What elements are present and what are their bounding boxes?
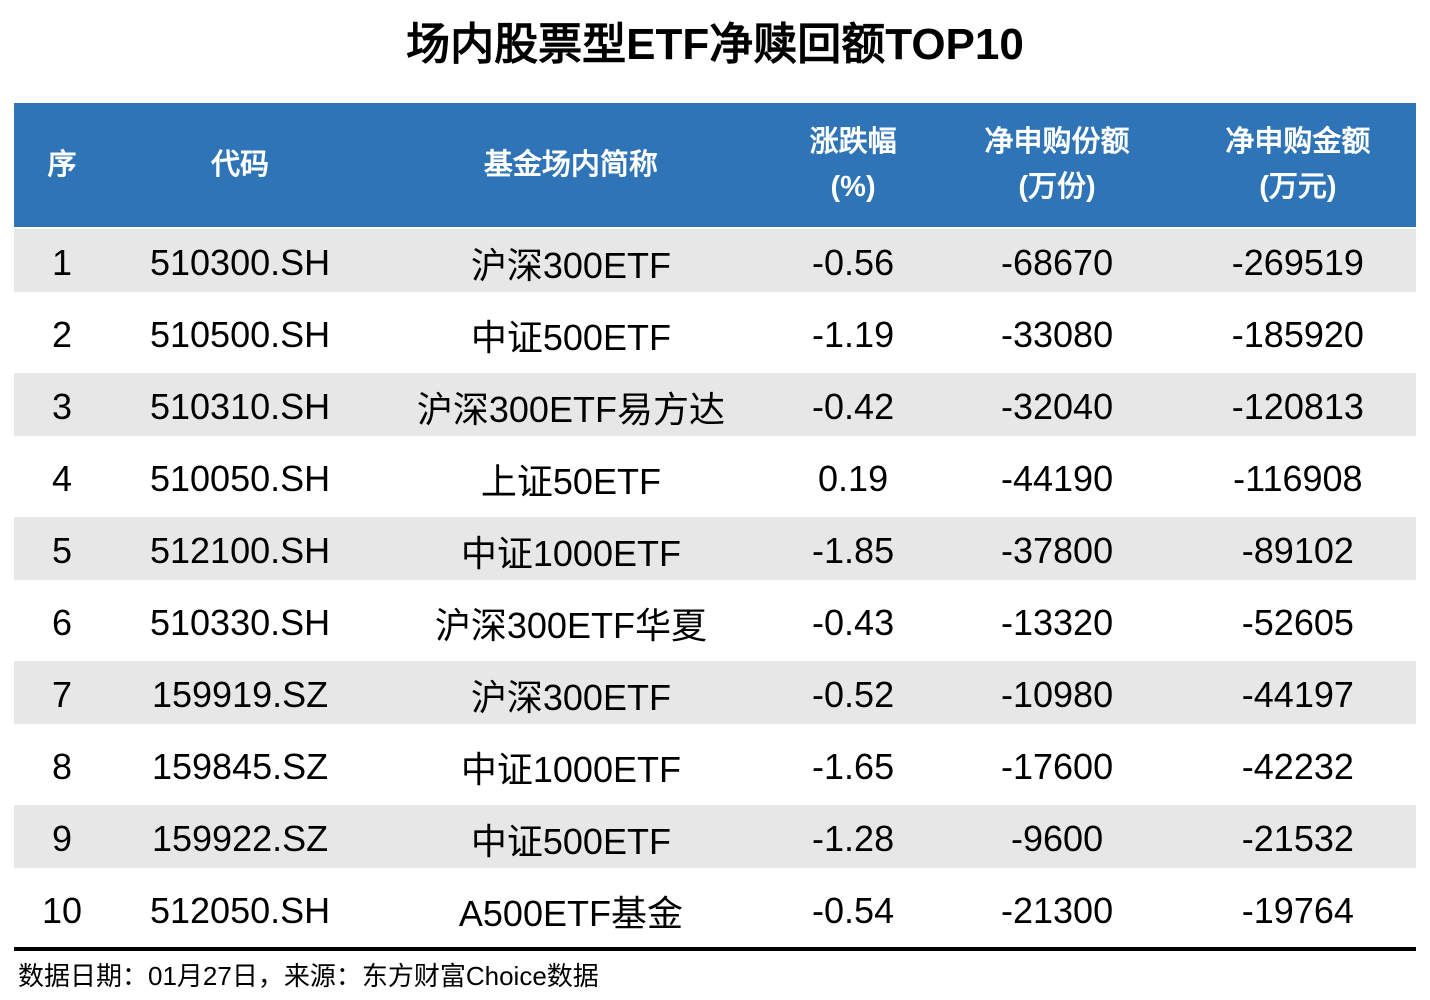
cell-net-amount: -120813 xyxy=(1231,386,1364,427)
cell-change-pct: -1.28 xyxy=(812,818,895,859)
cell-code: 510300.SH xyxy=(149,242,331,283)
cell-net-shares: -37800 xyxy=(1001,530,1114,571)
cell-change-pct: -0.52 xyxy=(812,674,895,715)
cell-net-shares: -10980 xyxy=(1001,674,1114,715)
cell-code: 512050.SH xyxy=(149,890,331,931)
cell-fund-name: 中证500ETF xyxy=(470,821,671,862)
cell-code: 510050.SH xyxy=(149,458,331,499)
cell-code: 159919.SZ xyxy=(151,674,329,715)
cell-net-shares: -44190 xyxy=(1001,458,1114,499)
cell-net-shares: -13320 xyxy=(1001,602,1114,643)
cell-seq: 9 xyxy=(52,818,73,859)
cell-code: 159922.SZ xyxy=(151,818,329,859)
cell-net-amount: -52605 xyxy=(1241,602,1354,643)
header-label: 净申购份额 xyxy=(984,126,1130,159)
cell-net-amount: -19764 xyxy=(1241,890,1354,931)
cell-net-amount: -185920 xyxy=(1231,314,1364,355)
header-label: 基金场内简称 xyxy=(483,148,658,181)
cell-fund-name: 沪深300ETF xyxy=(470,245,671,286)
cell-seq: 7 xyxy=(52,674,73,715)
header-label: 涨跌幅 xyxy=(809,126,897,159)
cell-net-shares: -32040 xyxy=(1001,386,1114,427)
cell-seq: 10 xyxy=(41,890,83,931)
table-row: 5 512100.SH 中证1000ETF -1.85 -37800 -8910… xyxy=(14,515,1416,587)
cell-code: 510500.SH xyxy=(149,314,331,355)
header-unit: (万份) xyxy=(1018,171,1096,203)
cell-net-amount: -42232 xyxy=(1241,746,1354,787)
cell-change-pct: -0.54 xyxy=(812,890,895,931)
header-unit: (%) xyxy=(830,171,876,203)
cell-net-amount: -21532 xyxy=(1241,818,1354,859)
header-cell-fund-name: 基金场内简称 xyxy=(370,103,772,227)
cell-seq: 5 xyxy=(52,530,73,571)
cell-change-pct: -1.65 xyxy=(812,746,895,787)
cell-net-amount: -269519 xyxy=(1231,242,1364,283)
table-row: 1 510300.SH 沪深300ETF -0.56 -68670 -26951… xyxy=(14,227,1416,299)
cell-seq: 8 xyxy=(52,746,73,787)
page-title: 场内股票型ETF净赎回额TOP10 xyxy=(406,20,1024,69)
cell-fund-name: 中证500ETF xyxy=(470,317,671,358)
table-body: 1 510300.SH 沪深300ETF -0.56 -68670 -26951… xyxy=(14,227,1416,951)
cell-net-shares: -17600 xyxy=(1001,746,1114,787)
header-cell-change-pct: 涨跌幅 (%) xyxy=(772,103,935,227)
cell-change-pct: -0.42 xyxy=(812,386,895,427)
cell-code: 510310.SH xyxy=(149,386,331,427)
cell-change-pct: -0.56 xyxy=(812,242,895,283)
header-label: 序 xyxy=(47,148,77,181)
table-row: 8 159845.SZ 中证1000ETF -1.65 -17600 -4223… xyxy=(14,731,1416,803)
cell-fund-name: 沪深300ETF易方达 xyxy=(416,389,725,430)
table-row: 3 510310.SH 沪深300ETF易方达 -0.42 -32040 -12… xyxy=(14,371,1416,443)
header-cell-seq: 序 xyxy=(14,103,110,227)
cell-net-shares: -68670 xyxy=(1001,242,1114,283)
cell-fund-name: 上证50ETF xyxy=(480,461,661,502)
table-header: 序 代码 基金场内简称 涨跌幅 (%) 净申购份额 (万份) 净申购金额 (万元… xyxy=(14,103,1416,227)
table-row: 7 159919.SZ 沪深300ETF -0.52 -10980 -44197 xyxy=(14,659,1416,731)
cell-seq: 6 xyxy=(52,602,73,643)
table-row: 4 510050.SH 上证50ETF 0.19 -44190 -116908 xyxy=(14,443,1416,515)
cell-net-amount: -116908 xyxy=(1233,458,1363,499)
header-cell-net-shares: 净申购份额 (万份) xyxy=(934,103,1179,227)
header-cell-net-amount: 净申购金额 (万元) xyxy=(1180,103,1416,227)
cell-seq: 3 xyxy=(52,386,73,427)
cell-net-amount: -44197 xyxy=(1241,674,1354,715)
footer-note: 数据日期：01月27日，来源：东方财富Choice数据 xyxy=(18,961,599,991)
header-label: 代码 xyxy=(211,148,270,181)
cell-change-pct: -1.19 xyxy=(812,314,895,355)
cell-code: 512100.SH xyxy=(149,530,331,571)
cell-net-shares: -9600 xyxy=(1011,818,1104,859)
cell-fund-name: 中证1000ETF xyxy=(460,533,681,574)
header-cell-code: 代码 xyxy=(110,103,370,227)
cell-net-shares: -33080 xyxy=(1001,314,1114,355)
cell-change-pct: -0.43 xyxy=(812,602,895,643)
table-row: 2 510500.SH 中证500ETF -1.19 -33080 -18592… xyxy=(14,299,1416,371)
etf-table: 序 代码 基金场内简称 涨跌幅 (%) 净申购份额 (万份) 净申购金额 (万元… xyxy=(14,103,1416,951)
cell-code: 510330.SH xyxy=(149,602,331,643)
cell-change-pct: -1.85 xyxy=(812,530,895,571)
cell-seq: 1 xyxy=(52,242,73,283)
cell-fund-name: 沪深300ETF xyxy=(470,677,671,718)
table-row: 9 159922.SZ 中证500ETF -1.28 -9600 -21532 xyxy=(14,803,1416,875)
header-unit: (万元) xyxy=(1259,171,1337,203)
cell-seq: 2 xyxy=(52,314,73,355)
cell-change-pct: 0.19 xyxy=(818,458,889,499)
cell-fund-name: A500ETF基金 xyxy=(458,893,683,934)
cell-seq: 4 xyxy=(52,458,73,499)
cell-net-shares: -21300 xyxy=(1001,890,1114,931)
cell-fund-name: 中证1000ETF xyxy=(460,749,681,790)
cell-fund-name: 沪深300ETF华夏 xyxy=(434,605,707,646)
header-label: 净申购金额 xyxy=(1225,126,1371,159)
table-row: 10 512050.SH A500ETF基金 -0.54 -21300 -197… xyxy=(14,875,1416,947)
cell-code: 159845.SZ xyxy=(151,746,329,787)
cell-net-amount: -89102 xyxy=(1241,530,1354,571)
table-row: 6 510330.SH 沪深300ETF华夏 -0.43 -13320 -526… xyxy=(14,587,1416,659)
